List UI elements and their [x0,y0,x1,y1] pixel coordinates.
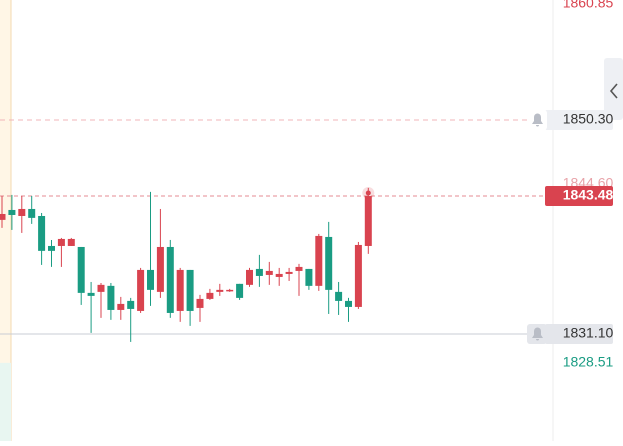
candle-body [127,300,135,309]
price-label-box [545,324,613,345]
candle-body [176,269,184,311]
candle-body [364,196,372,246]
candle-body [67,238,75,246]
candle-body [305,268,313,286]
candle-body [315,235,323,286]
bell-icon [532,113,543,127]
last-price-dot [365,190,371,196]
price-label: 1828.51 [563,354,614,370]
candle-body [48,245,55,251]
candle-body [236,283,244,298]
price-label: 1850.30 [563,111,614,127]
candle-body [226,289,234,292]
candle-body [156,246,164,292]
price-label-box [545,186,613,207]
session-band-low [0,362,11,441]
collapse-button[interactable] [604,58,623,120]
price-label: 1860.85 [563,0,614,11]
candle-body [295,266,303,271]
price-label: 1831.10 [563,325,614,341]
bell-icon [532,327,543,341]
candle-body [57,238,65,246]
candle-body [354,244,362,307]
candle-body [28,208,36,218]
candle-body [186,269,194,311]
candle-body [265,270,273,275]
candle-body [206,292,214,299]
alert-bell[interactable] [527,324,547,345]
candle-body [196,298,204,308]
candle-body [38,215,46,251]
candle-body [166,246,174,313]
candle-body [345,300,352,307]
candle-body [8,209,16,215]
alert-bell[interactable] [527,110,547,131]
candle-body [107,285,115,310]
candle-body [87,292,95,296]
candle-body [216,289,224,292]
session-band [0,0,11,441]
price-label-box [545,110,613,131]
candle-body [335,291,343,301]
price-label: 1843.48 [563,187,614,203]
candle-body [0,213,6,220]
candle-body [147,269,154,290]
candle-body [246,269,253,285]
candle-body [137,269,145,311]
candle-body [325,236,333,290]
candle-body [97,284,105,292]
candle-body [275,273,283,277]
candle-body [117,303,125,310]
candle-body [18,208,26,216]
candle-body [255,268,263,276]
candle-body [285,271,293,274]
candle-body [77,246,85,293]
